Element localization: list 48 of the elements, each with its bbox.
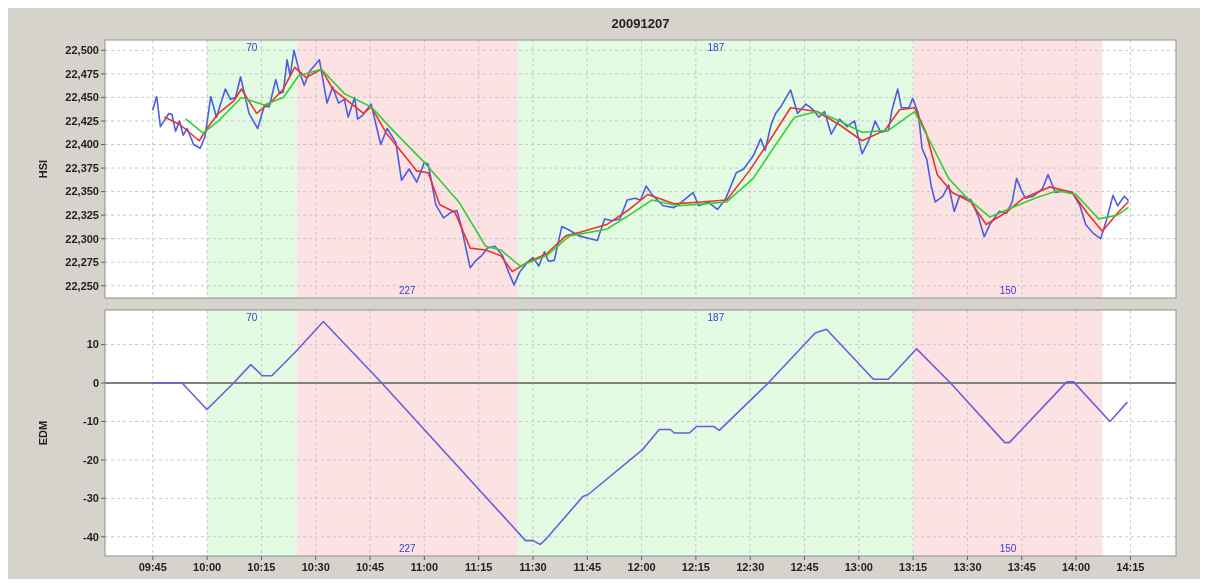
band-label: 150 bbox=[999, 285, 1017, 296]
x-tick-label: 12:15 bbox=[681, 561, 710, 573]
y-tick-label: 0 bbox=[92, 376, 99, 389]
y-tick-label: -30 bbox=[83, 492, 99, 505]
band-label: 70 bbox=[246, 42, 258, 53]
x-tick-label: 10:00 bbox=[193, 561, 222, 573]
x-tick-label: 10:30 bbox=[301, 561, 330, 573]
y-tick-label: -40 bbox=[83, 530, 99, 543]
y-tick-label: 22,325 bbox=[65, 208, 99, 221]
band-label: 70 bbox=[246, 312, 258, 323]
y-axis-title: EDM bbox=[37, 420, 49, 446]
y-tick-label: 22,350 bbox=[65, 185, 99, 198]
y-tick-label: 22,450 bbox=[65, 91, 99, 104]
x-tick-label: 10:45 bbox=[355, 561, 385, 573]
y-tick-label: -10 bbox=[83, 415, 99, 428]
line-series bbox=[151, 320, 1128, 546]
chart-title: 20091207 bbox=[611, 16, 670, 31]
y-tick-label: 22,275 bbox=[65, 256, 99, 269]
x-tick-label: 13:30 bbox=[953, 561, 982, 573]
y-tick-label: 22,375 bbox=[65, 161, 99, 174]
y-tick-label: 22,250 bbox=[65, 279, 99, 292]
x-tick-label: 09:45 bbox=[138, 561, 167, 573]
band-label: 150 bbox=[999, 543, 1017, 554]
x-tick-label: 13:00 bbox=[844, 561, 873, 573]
x-tick-label: 11:45 bbox=[573, 561, 602, 573]
x-tick-label: 14:15 bbox=[1116, 561, 1145, 573]
x-tick-label: 13:15 bbox=[899, 561, 928, 573]
band-label: 187 bbox=[707, 42, 725, 53]
x-tick-label: 11:15 bbox=[464, 561, 493, 573]
y-tick-label: 22,400 bbox=[65, 138, 99, 151]
y-tick-label: 22,475 bbox=[65, 67, 99, 80]
y-tick-label: 22,425 bbox=[65, 114, 99, 127]
y-tick-label: 22,300 bbox=[65, 232, 99, 245]
y-tick-label: 10 bbox=[86, 338, 99, 351]
band-label: 227 bbox=[398, 285, 417, 296]
y-axis-title: HSI bbox=[37, 159, 49, 179]
band-label: 187 bbox=[707, 312, 725, 323]
x-tick-label: 11:30 bbox=[519, 561, 547, 573]
x-tick-label: 12:45 bbox=[790, 561, 819, 573]
x-tick-label: 14:00 bbox=[1062, 561, 1091, 573]
x-tick-label: 12:00 bbox=[627, 561, 656, 573]
x-tick-label: 10:15 bbox=[247, 561, 276, 573]
y-tick-label: -20 bbox=[83, 453, 99, 466]
y-tick-label: 22,500 bbox=[65, 44, 99, 57]
x-tick-label: 11:00 bbox=[410, 561, 439, 573]
x-tick-label: 13:45 bbox=[1007, 561, 1036, 573]
band-label: 227 bbox=[398, 543, 417, 554]
x-tick-label: 12:30 bbox=[736, 561, 765, 573]
